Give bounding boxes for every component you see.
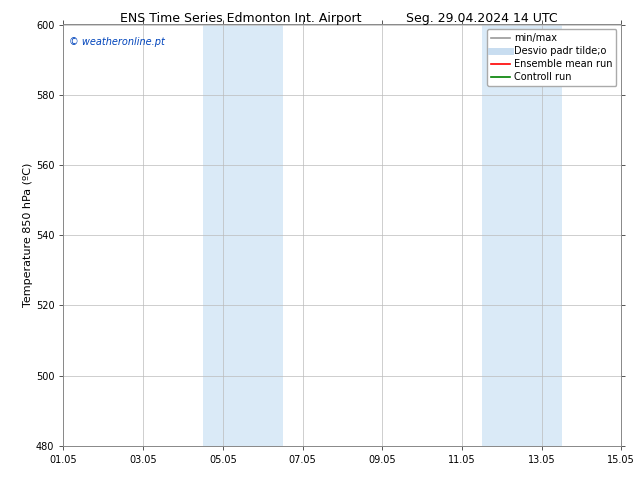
Bar <box>482 24 562 446</box>
Text: Seg. 29.04.2024 14 UTC: Seg. 29.04.2024 14 UTC <box>406 12 558 25</box>
Text: © weatheronline.pt: © weatheronline.pt <box>69 37 165 47</box>
Bar <box>203 24 283 446</box>
Text: ENS Time Series Edmonton Int. Airport: ENS Time Series Edmonton Int. Airport <box>120 12 361 25</box>
Y-axis label: Temperature 850 hPa (ºC): Temperature 850 hPa (ºC) <box>23 163 33 307</box>
Legend: min/max, Desvio padr tilde;o, Ensemble mean run, Controll run: min/max, Desvio padr tilde;o, Ensemble m… <box>487 29 616 86</box>
